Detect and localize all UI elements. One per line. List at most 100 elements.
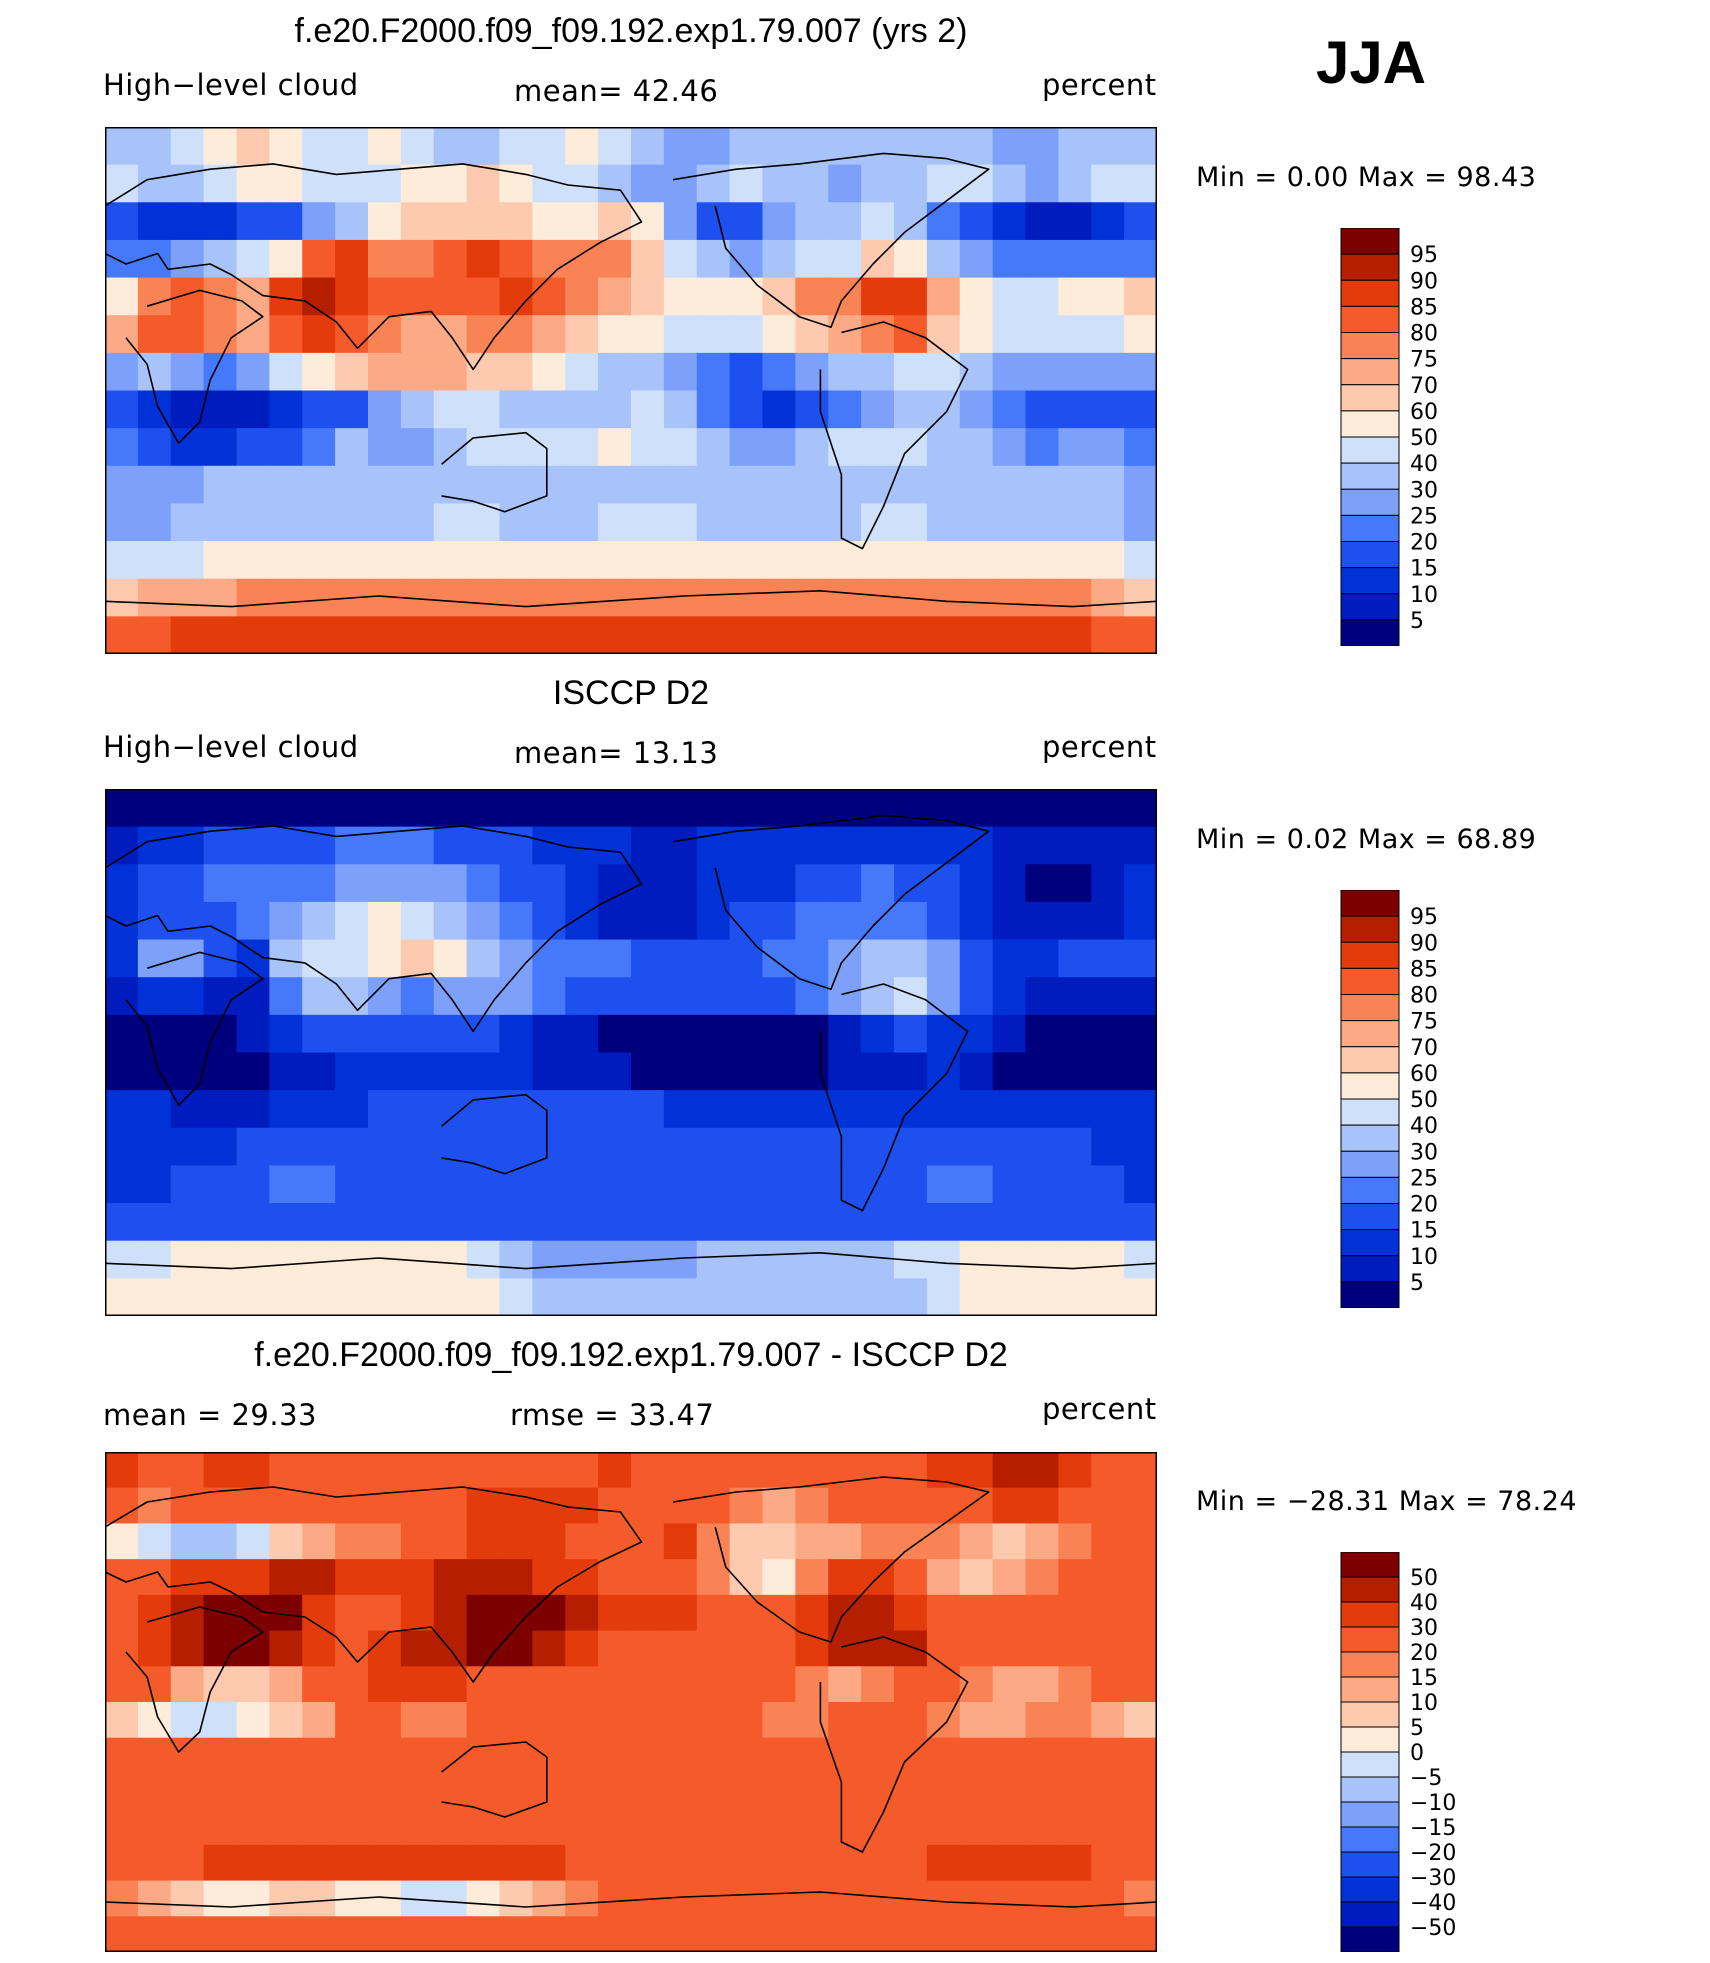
map-cell [926, 1773, 961, 1810]
map-cell [532, 541, 566, 580]
map-cell [696, 1452, 731, 1489]
map-cell [861, 578, 895, 617]
map-cell [598, 1278, 632, 1316]
map-cell [400, 1203, 435, 1242]
map-cell [1091, 164, 1125, 203]
map-cell [170, 1559, 205, 1596]
map-cell [828, 164, 862, 203]
map-cell [598, 939, 632, 978]
map-cell [1025, 1487, 1059, 1525]
map-cell [894, 127, 928, 166]
map-cell [992, 1773, 1027, 1810]
map-cell [466, 164, 501, 203]
map-cell [400, 541, 435, 580]
map-cell [499, 578, 533, 617]
map-cell [959, 1203, 994, 1242]
map-cell [236, 1014, 270, 1054]
map-cell [170, 789, 205, 828]
map-cell [729, 1844, 764, 1882]
colorbar-label: 75 [1410, 1010, 1438, 1035]
map-cell [269, 1880, 303, 1917]
map-cell [926, 1452, 961, 1489]
map-cell [959, 465, 994, 505]
map-cell [236, 1809, 270, 1846]
map-cell [1124, 1594, 1157, 1632]
map-cell [236, 616, 270, 654]
map-cell [335, 428, 369, 467]
map-cell [105, 1090, 139, 1129]
map-cell [532, 1165, 566, 1204]
map-cell [433, 1052, 468, 1091]
map-cell [269, 390, 303, 429]
map-cell [631, 1090, 665, 1129]
panel2-mean-label: mean= 13.13 [514, 736, 719, 770]
map-cell [466, 352, 501, 392]
map-cell [302, 239, 336, 279]
map-cell [861, 1773, 895, 1810]
map-cell [663, 1014, 698, 1054]
map-cell [236, 390, 270, 429]
map-cell [1025, 1203, 1059, 1242]
map-cell [269, 428, 303, 467]
map-cell [1124, 1773, 1157, 1810]
map-cell [828, 1052, 862, 1091]
map-cell [959, 277, 994, 316]
colorbar-box [1340, 1826, 1400, 1853]
map-cell [269, 1737, 303, 1775]
map-cell [1025, 1523, 1059, 1560]
map-cell [137, 864, 172, 903]
map-cell [992, 352, 1027, 392]
map-cell [1124, 1666, 1157, 1703]
map-cell [433, 465, 468, 505]
map-cell [565, 1737, 599, 1775]
map-cell [368, 1702, 402, 1739]
map-cell [137, 1630, 172, 1667]
map-cell [170, 901, 205, 941]
map-cell [105, 578, 139, 617]
map-cell [663, 127, 698, 166]
map-cell [400, 901, 435, 941]
map-cell [959, 789, 994, 828]
map-cell [565, 202, 599, 241]
map-cell [631, 202, 665, 241]
map-cell [696, 1916, 731, 1952]
map-cell [170, 1165, 205, 1204]
map-cell [532, 789, 566, 828]
map-cell [598, 239, 632, 279]
map-cell [532, 1702, 566, 1739]
map-cell [795, 1127, 829, 1167]
colorbar-box [1340, 1255, 1400, 1283]
map-cell [663, 1278, 698, 1316]
map-cell [959, 1594, 994, 1632]
map-cell [762, 977, 796, 1016]
map-cell [236, 1702, 270, 1739]
colorbar-box [1340, 890, 1400, 917]
map-cell [926, 277, 961, 316]
colorbar-box [1340, 1176, 1400, 1205]
map-cell [631, 277, 665, 316]
map-cell [368, 1452, 402, 1489]
map-cell [729, 1809, 764, 1846]
colorbar-box [1340, 1281, 1400, 1308]
map-cell [565, 1278, 599, 1316]
map-cell [762, 1523, 796, 1560]
map-cell [565, 164, 599, 203]
map-cell [795, 1523, 829, 1560]
map-cell [400, 239, 435, 279]
map-cell [236, 1090, 270, 1129]
map-cell [992, 1666, 1027, 1703]
map-cell [466, 127, 501, 166]
map-cell [400, 977, 435, 1016]
panel1-mean-label: mean= 42.46 [514, 74, 719, 108]
map-cell [400, 826, 435, 865]
map-cell [335, 164, 369, 203]
colorbar-label: 20 [1410, 1641, 1438, 1666]
map-cell [1091, 1916, 1125, 1952]
map-cell [105, 503, 139, 542]
map-cell [992, 1809, 1027, 1846]
map-cell [631, 1278, 665, 1316]
map-cell [795, 1809, 829, 1846]
map-cell [466, 1127, 501, 1167]
map-cell [137, 826, 172, 865]
map-cell [598, 1666, 632, 1703]
